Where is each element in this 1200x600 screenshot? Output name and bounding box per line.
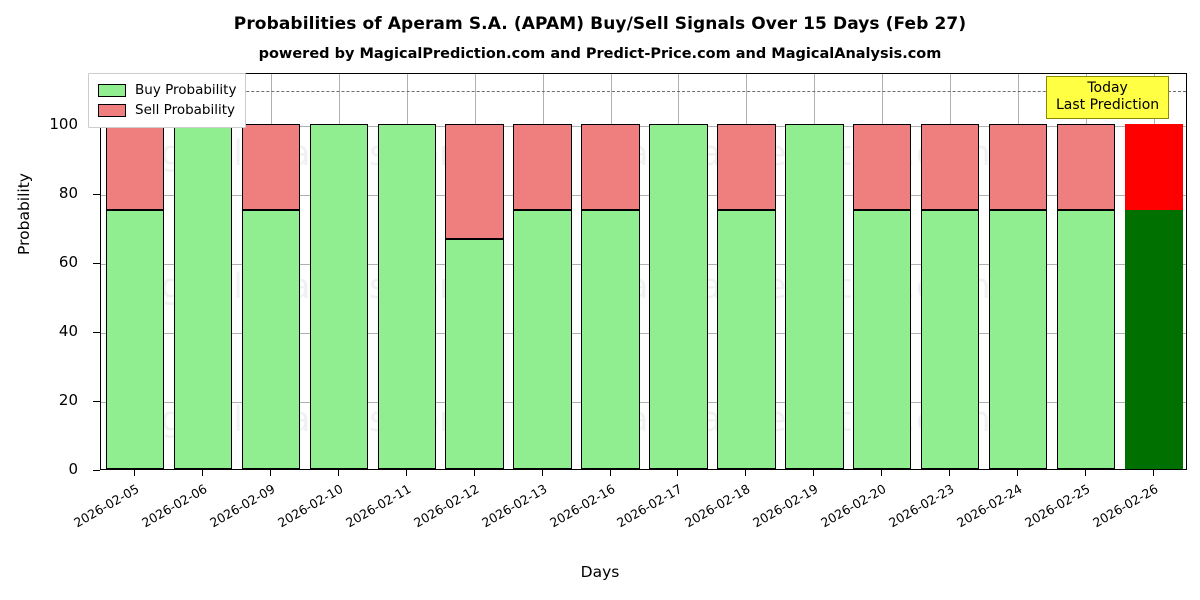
bar-segment-buy — [309, 123, 368, 469]
chart-subtitle: powered by MagicalPrediction.com and Pre… — [258, 46, 942, 62]
y-axis-labels: 0 20 40 60 80 100 — [0, 0, 100, 600]
gridline-y-80 — [101, 194, 1186, 196]
y-tick-label-80: 80 — [58, 183, 78, 202]
bar-segment-buy — [513, 210, 572, 469]
bar-segment-buy — [649, 123, 708, 469]
x-tick-5 — [474, 470, 475, 476]
y-tick-label-100: 100 — [49, 114, 78, 133]
reference-line — [101, 91, 1186, 93]
bar-2026-02-13[interactable] — [513, 74, 572, 469]
bar-2026-02-05[interactable] — [105, 74, 165, 469]
y-tick-60 — [93, 262, 100, 264]
bar-segment-sell — [853, 123, 912, 211]
bar-segment-sell — [1124, 123, 1184, 211]
today-annotation-line2: Last Prediction — [1056, 97, 1160, 113]
y-tick-label-0: 0 — [68, 460, 78, 478]
bar-segment-sell — [105, 123, 165, 211]
y-tick-0 — [93, 470, 100, 471]
bar-2026-02-24[interactable] — [988, 74, 1048, 469]
bar-segment-buy — [105, 210, 165, 469]
y-axis-title: Probability — [15, 173, 33, 255]
chart-legend: Buy Probability Sell Probability — [88, 73, 247, 128]
x-tick-10 — [813, 470, 814, 476]
bar-2026-02-16[interactable] — [581, 74, 640, 469]
gridline-y-100 — [101, 125, 1186, 127]
x-tick-7 — [610, 470, 611, 476]
x-tick-12 — [949, 470, 950, 476]
bar-segment-sell — [921, 123, 980, 211]
today-annotation-line1: Today — [1087, 80, 1128, 96]
bar-2026-02-11[interactable] — [377, 74, 436, 469]
x-tick-3 — [338, 470, 339, 476]
bar-2026-02-23[interactable] — [921, 74, 980, 469]
x-tick-6 — [542, 470, 543, 476]
legend-label-buy: Buy Probability — [135, 82, 237, 98]
bar-segment-buy — [581, 210, 640, 469]
x-tick-15 — [1153, 470, 1154, 476]
bar-2026-02-26[interactable] — [1124, 74, 1184, 469]
x-tick-1 — [202, 470, 203, 476]
y-tick-80 — [93, 193, 100, 195]
gridline-y-60 — [101, 263, 1186, 265]
x-tick-11 — [881, 470, 882, 476]
legend-swatch-buy — [98, 83, 126, 97]
x-axis-title: Days — [580, 563, 620, 581]
gridline-y-20 — [101, 401, 1186, 403]
bar-segment-sell — [445, 123, 504, 239]
bar-2026-02-17[interactable] — [649, 74, 708, 469]
y-tick-label-20: 20 — [58, 390, 78, 409]
y-tick-label-40: 40 — [58, 321, 78, 340]
x-tick-4 — [406, 470, 407, 476]
y-tick-40 — [93, 331, 100, 333]
bar-2026-02-06[interactable] — [173, 74, 233, 469]
legend-swatch-sell — [98, 103, 126, 117]
x-tick-2 — [270, 470, 271, 476]
bar-2026-02-09[interactable] — [241, 74, 301, 469]
bar-2026-02-19[interactable] — [785, 74, 844, 469]
bar-2026-02-10[interactable] — [309, 74, 368, 469]
bar-segment-sell — [513, 123, 572, 211]
plot-area: MagicalAnalysis.comMagicalPrediction.com… — [100, 73, 1187, 470]
x-tick-9 — [745, 470, 746, 476]
x-tick-0 — [134, 470, 135, 476]
bar-segment-sell — [988, 123, 1048, 211]
bar-segment-buy — [853, 210, 912, 469]
y-tick-20 — [93, 400, 100, 402]
x-tick-14 — [1085, 470, 1086, 476]
bar-segment-buy — [377, 123, 436, 469]
bar-segment-buy — [717, 210, 776, 469]
legend-label-sell: Sell Probability — [135, 102, 236, 118]
x-tick-8 — [677, 470, 678, 476]
bar-segment-buy — [173, 123, 233, 469]
y-tick-label-60: 60 — [58, 252, 78, 271]
bar-segment-buy — [785, 123, 844, 469]
x-tick-13 — [1017, 470, 1018, 476]
bar-segment-sell — [1056, 123, 1116, 211]
bar-series-layer — [101, 74, 1186, 469]
bar-segment-buy — [921, 210, 980, 469]
gridline-y-40 — [101, 332, 1186, 334]
bar-2026-02-25[interactable] — [1056, 74, 1116, 469]
bar-segment-sell — [717, 123, 776, 211]
bar-segment-buy — [988, 210, 1048, 469]
bar-2026-02-20[interactable] — [853, 74, 912, 469]
legend-item-buy: Buy Probability — [98, 80, 236, 100]
bar-2026-02-18[interactable] — [717, 74, 776, 469]
chart-title: Probabilities of Aperam S.A. (APAM) Buy/… — [233, 14, 967, 34]
bar-segment-buy — [1124, 210, 1184, 469]
bar-2026-02-12[interactable] — [445, 74, 504, 469]
bar-segment-sell — [581, 123, 640, 211]
bar-segment-sell — [241, 123, 301, 211]
bar-segment-buy — [1056, 210, 1116, 469]
legend-item-sell: Sell Probability — [98, 100, 236, 120]
bar-segment-buy — [241, 210, 301, 469]
bar-segment-buy — [445, 238, 504, 469]
today-annotation: Today Last Prediction — [1046, 76, 1170, 119]
